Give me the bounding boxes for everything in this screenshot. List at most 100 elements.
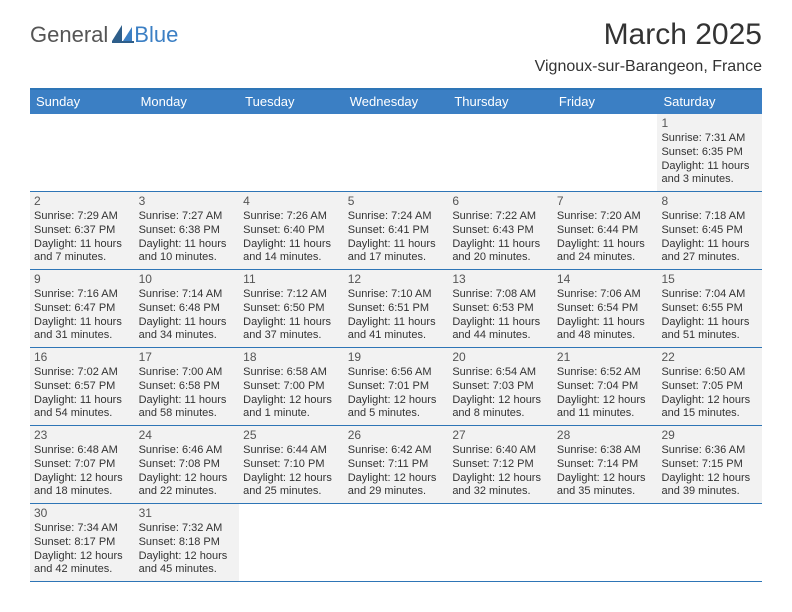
day-detail-sunrise: Sunrise: 7:24 AM [348,210,445,224]
day-number: 25 [243,428,340,443]
day-cell-empty [657,504,762,581]
day-detail-sunset: Sunset: 6:55 PM [661,302,758,316]
day-detail-day2: and 10 minutes. [139,251,236,265]
day-cell-empty [553,114,658,191]
day-detail-day1: Daylight: 11 hours [139,394,236,408]
day-cell: 22Sunrise: 6:50 AMSunset: 7:05 PMDayligh… [657,348,762,425]
day-detail-day2: and 17 minutes. [348,251,445,265]
day-detail-sunset: Sunset: 7:11 PM [348,458,445,472]
day-detail-day2: and 24 minutes. [557,251,654,265]
day-detail-day2: and 54 minutes. [34,407,131,421]
day-cell: 30Sunrise: 7:34 AMSunset: 8:17 PMDayligh… [30,504,135,581]
day-detail-day1: Daylight: 11 hours [139,238,236,252]
day-cell: 6Sunrise: 7:22 AMSunset: 6:43 PMDaylight… [448,192,553,269]
day-detail-sunset: Sunset: 6:48 PM [139,302,236,316]
day-detail-sunrise: Sunrise: 7:20 AM [557,210,654,224]
day-cell-empty [344,504,449,581]
day-detail-sunset: Sunset: 7:08 PM [139,458,236,472]
day-detail-sunrise: Sunrise: 7:02 AM [34,366,131,380]
day-detail-sunrise: Sunrise: 7:12 AM [243,288,340,302]
day-number: 30 [34,506,131,521]
day-number: 31 [139,506,236,521]
logo: General Blue [30,22,178,48]
day-number: 17 [139,350,236,365]
day-detail-day1: Daylight: 12 hours [348,394,445,408]
day-cell: 13Sunrise: 7:08 AMSunset: 6:53 PMDayligh… [448,270,553,347]
day-detail-sunset: Sunset: 7:00 PM [243,380,340,394]
day-of-week-header: Friday [553,90,658,114]
day-detail-sunrise: Sunrise: 6:46 AM [139,444,236,458]
day-detail-day2: and 45 minutes. [139,563,236,577]
day-detail-sunset: Sunset: 6:43 PM [452,224,549,238]
day-cell: 29Sunrise: 6:36 AMSunset: 7:15 PMDayligh… [657,426,762,503]
logo-text-blue: Blue [134,22,178,48]
day-detail-day1: Daylight: 12 hours [243,394,340,408]
day-detail-day1: Daylight: 11 hours [661,160,758,174]
day-detail-day2: and 41 minutes. [348,329,445,343]
day-detail-day2: and 34 minutes. [139,329,236,343]
week-row: 1Sunrise: 7:31 AMSunset: 6:35 PMDaylight… [30,114,762,192]
day-detail-day2: and 32 minutes. [452,485,549,499]
day-detail-sunrise: Sunrise: 7:31 AM [661,132,758,146]
day-number: 24 [139,428,236,443]
week-row: 30Sunrise: 7:34 AMSunset: 8:17 PMDayligh… [30,504,762,582]
day-number: 7 [557,194,654,209]
week-row: 16Sunrise: 7:02 AMSunset: 6:57 PMDayligh… [30,348,762,426]
day-detail-sunrise: Sunrise: 7:06 AM [557,288,654,302]
day-detail-day1: Daylight: 11 hours [139,316,236,330]
day-cell: 21Sunrise: 6:52 AMSunset: 7:04 PMDayligh… [553,348,658,425]
day-detail-day2: and 48 minutes. [557,329,654,343]
day-detail-day1: Daylight: 12 hours [661,472,758,486]
day-detail-sunset: Sunset: 6:41 PM [348,224,445,238]
day-number: 12 [348,272,445,287]
day-number: 13 [452,272,549,287]
day-detail-sunrise: Sunrise: 6:56 AM [348,366,445,380]
day-number: 8 [661,194,758,209]
day-detail-day1: Daylight: 11 hours [661,316,758,330]
day-detail-day2: and 37 minutes. [243,329,340,343]
day-detail-day2: and 51 minutes. [661,329,758,343]
day-number: 11 [243,272,340,287]
day-number: 29 [661,428,758,443]
day-detail-day1: Daylight: 11 hours [452,316,549,330]
day-detail-sunrise: Sunrise: 7:08 AM [452,288,549,302]
day-detail-sunset: Sunset: 7:01 PM [348,380,445,394]
day-cell-empty [239,114,344,191]
day-detail-day2: and 42 minutes. [34,563,131,577]
day-detail-day1: Daylight: 11 hours [452,238,549,252]
day-detail-sunset: Sunset: 6:38 PM [139,224,236,238]
day-detail-day2: and 1 minute. [243,407,340,421]
day-detail-day2: and 27 minutes. [661,251,758,265]
day-cell: 31Sunrise: 7:32 AMSunset: 8:18 PMDayligh… [135,504,240,581]
day-cell-empty [448,114,553,191]
day-cell: 10Sunrise: 7:14 AMSunset: 6:48 PMDayligh… [135,270,240,347]
day-detail-sunset: Sunset: 6:57 PM [34,380,131,394]
day-detail-sunrise: Sunrise: 6:48 AM [34,444,131,458]
day-detail-sunset: Sunset: 6:35 PM [661,146,758,160]
day-detail-sunset: Sunset: 7:04 PM [557,380,654,394]
day-detail-day1: Daylight: 12 hours [557,394,654,408]
logo-sail-icon [112,25,134,43]
day-detail-sunrise: Sunrise: 6:58 AM [243,366,340,380]
day-detail-day2: and 29 minutes. [348,485,445,499]
day-number: 6 [452,194,549,209]
day-detail-sunset: Sunset: 7:03 PM [452,380,549,394]
day-detail-sunrise: Sunrise: 7:18 AM [661,210,758,224]
day-detail-day2: and 44 minutes. [452,329,549,343]
day-number: 10 [139,272,236,287]
day-detail-sunset: Sunset: 7:15 PM [661,458,758,472]
day-detail-day2: and 31 minutes. [34,329,131,343]
day-cell: 3Sunrise: 7:27 AMSunset: 6:38 PMDaylight… [135,192,240,269]
day-number: 28 [557,428,654,443]
day-cell-empty [553,504,658,581]
day-of-week-header: Sunday [30,90,135,114]
day-detail-sunset: Sunset: 8:17 PM [34,536,131,550]
day-detail-sunrise: Sunrise: 6:38 AM [557,444,654,458]
day-number: 4 [243,194,340,209]
day-detail-day2: and 20 minutes. [452,251,549,265]
day-detail-day1: Daylight: 11 hours [661,238,758,252]
day-cell-empty [448,504,553,581]
day-detail-sunrise: Sunrise: 7:14 AM [139,288,236,302]
day-detail-day1: Daylight: 11 hours [557,238,654,252]
day-cell: 17Sunrise: 7:00 AMSunset: 6:58 PMDayligh… [135,348,240,425]
